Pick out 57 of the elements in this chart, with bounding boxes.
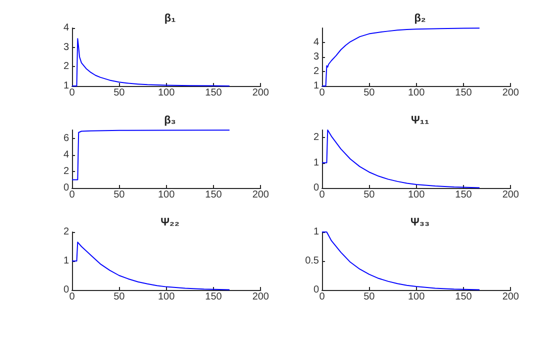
x-tick-label: 50 bbox=[114, 190, 126, 200]
x-tick-label: 200 bbox=[502, 88, 520, 98]
chart-title: Ψ₁₁ bbox=[411, 114, 430, 126]
x-tick-label: 100 bbox=[158, 190, 176, 200]
x-tick-label: 100 bbox=[408, 88, 426, 98]
x-tick-label: 50 bbox=[364, 190, 376, 200]
y-tick-label: 2 bbox=[313, 132, 320, 144]
y-tick-label: 0.5 bbox=[305, 256, 320, 266]
y-tick-label: 2 bbox=[63, 61, 70, 72]
chart-title: β₁ bbox=[164, 12, 176, 24]
x-tick-label: 150 bbox=[455, 292, 472, 302]
x-tick-label: 150 bbox=[205, 292, 222, 302]
line-series bbox=[322, 130, 480, 188]
x-tick-label: 200 bbox=[252, 190, 270, 200]
line-series bbox=[72, 38, 230, 86]
y-tick-label: 0 bbox=[313, 182, 320, 194]
chart-title: Ψ₃₃ bbox=[410, 216, 430, 228]
x-tick-label: 50 bbox=[364, 88, 376, 98]
chart-title: β₃ bbox=[164, 114, 176, 126]
y-tick-label: 0 bbox=[63, 284, 70, 296]
y-tick-label: 0 bbox=[313, 284, 320, 296]
y-tick-label: 3 bbox=[63, 42, 70, 53]
chart-title: Ψ₂₂ bbox=[160, 216, 180, 228]
x-tick-label: 100 bbox=[158, 292, 176, 302]
x-tick-label: 200 bbox=[252, 88, 270, 98]
y-tick-label: 1 bbox=[313, 157, 320, 168]
y-tick-label: 1 bbox=[313, 226, 320, 238]
y-tick-label: 1 bbox=[313, 80, 320, 92]
chart-title: β₂ bbox=[414, 12, 426, 24]
line-series bbox=[322, 232, 480, 290]
x-tick-label: 150 bbox=[205, 88, 222, 98]
y-tick-label: 3 bbox=[313, 52, 320, 62]
y-tick-label: 0 bbox=[63, 182, 70, 194]
x-tick-label: 50 bbox=[114, 292, 126, 302]
y-tick-label: 4 bbox=[63, 22, 70, 34]
x-tick-label: 200 bbox=[502, 190, 520, 200]
line-series bbox=[322, 28, 480, 86]
x-tick-label: 50 bbox=[364, 292, 376, 302]
y-tick-label: 4 bbox=[313, 37, 320, 48]
line-series bbox=[72, 130, 230, 180]
x-tick-label: 200 bbox=[252, 292, 270, 302]
x-tick-label: 150 bbox=[205, 190, 222, 200]
y-tick-label: 4 bbox=[63, 149, 70, 160]
x-tick-label: 150 bbox=[455, 88, 472, 98]
x-tick-label: 200 bbox=[502, 292, 520, 302]
line-series bbox=[72, 242, 230, 290]
x-tick-label: 100 bbox=[408, 292, 426, 302]
x-tick-label: 50 bbox=[114, 88, 126, 98]
x-tick-label: 100 bbox=[408, 190, 426, 200]
y-tick-label: 6 bbox=[63, 132, 70, 144]
x-tick-label: 150 bbox=[455, 190, 472, 200]
y-tick-label: 1 bbox=[63, 256, 70, 266]
y-tick-label: 2 bbox=[63, 166, 70, 177]
y-tick-label: 2 bbox=[63, 226, 70, 238]
y-tick-label: 1 bbox=[63, 80, 70, 92]
x-tick-label: 100 bbox=[158, 88, 176, 98]
y-tick-label: 2 bbox=[313, 66, 320, 77]
